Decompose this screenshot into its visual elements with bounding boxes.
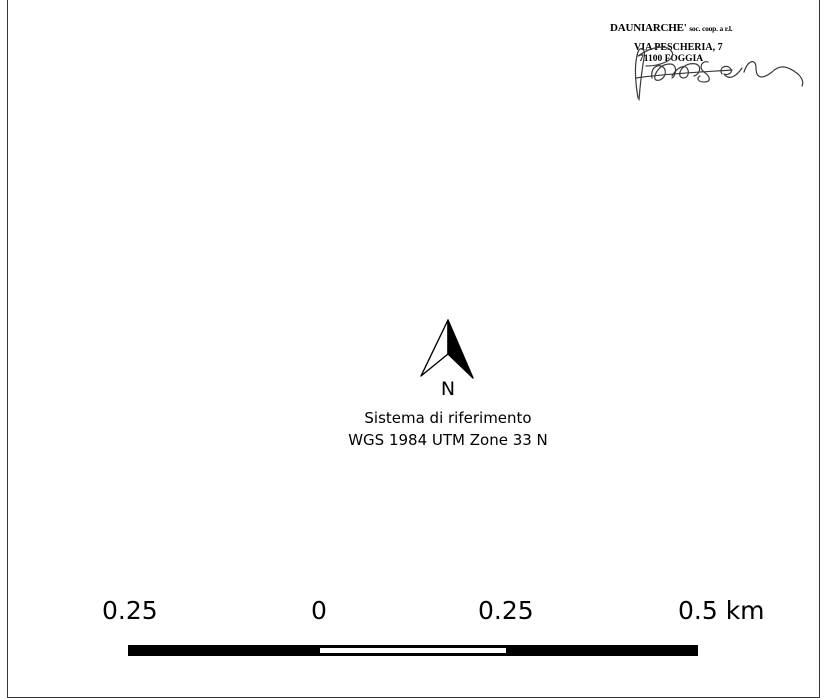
reference-system-title: Sistema di riferimento [364, 409, 532, 427]
north-label: N [440, 378, 456, 400]
stamp-company-name: DAUNIARCHE' [610, 22, 687, 34]
scale-segment-1 [128, 645, 318, 656]
scale-segment-3 [508, 645, 698, 656]
stamp-company-line: DAUNIARCHE' soc. coop. a r.l. [610, 22, 733, 34]
scale-segment-2-inner [320, 648, 506, 653]
reference-system-name: WGS 1984 UTM Zone 33 N [348, 431, 548, 449]
north-arrow-right-half [447, 319, 474, 379]
handwritten-signature [634, 46, 804, 101]
stamp-company-suffix: soc. coop. a r.l. [689, 24, 733, 33]
north-arrow-left-half [420, 319, 449, 377]
scale-label-half-km: 0.5 km [678, 596, 765, 625]
north-arrow-icon [420, 319, 474, 379]
scale-label-quarter: 0.25 [478, 596, 534, 625]
stamp-address: VIA PESCHERIA, 7 [634, 42, 723, 53]
scale-label-zero: 0 [311, 596, 327, 625]
scale-label-minus-quarter: 0.25 [102, 596, 158, 625]
scale-bar [128, 645, 698, 656]
